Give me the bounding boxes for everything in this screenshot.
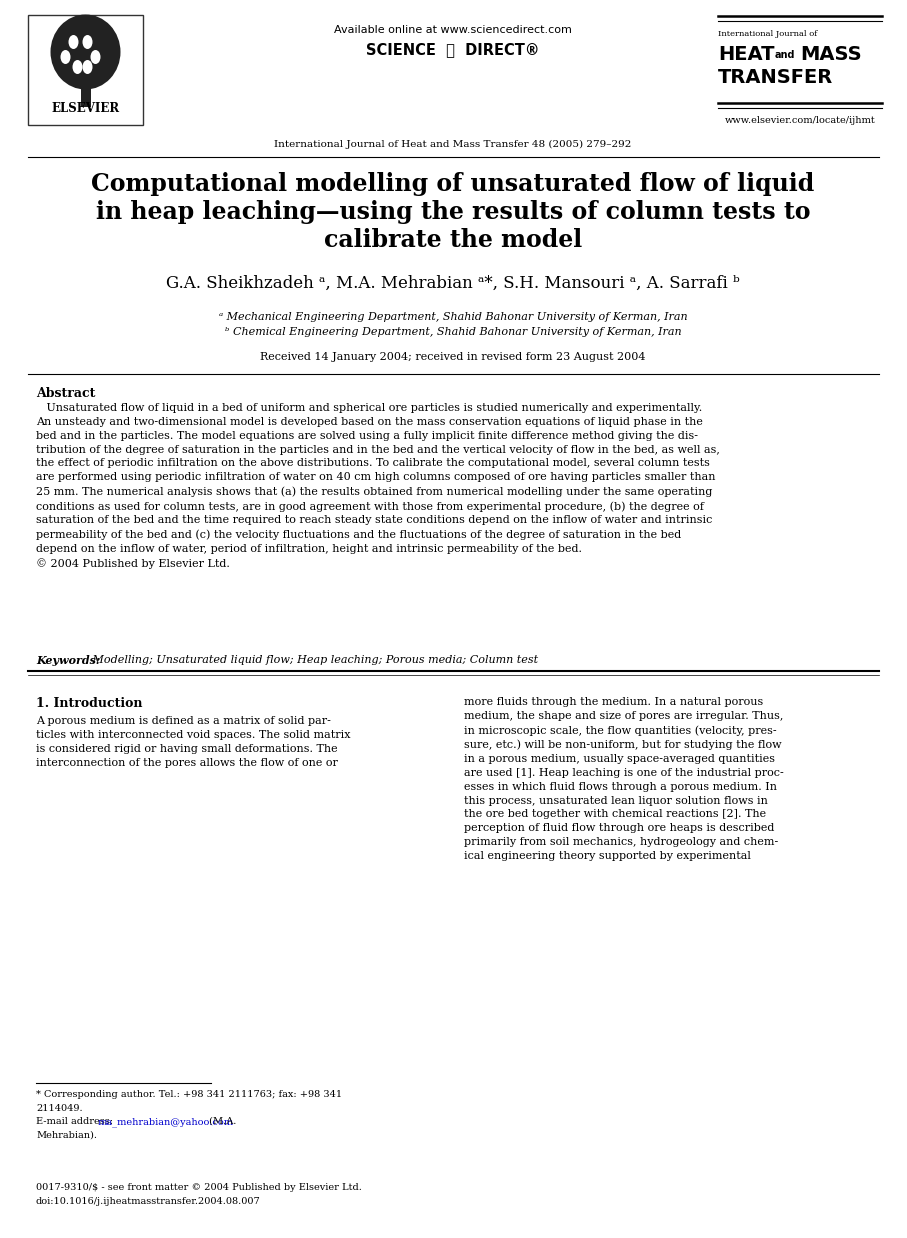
Text: Mehrabian).: Mehrabian). xyxy=(36,1132,97,1140)
Text: Modelling; Unsaturated liquid flow; Heap leaching; Porous media; Column test: Modelling; Unsaturated liquid flow; Heap… xyxy=(89,655,538,665)
Ellipse shape xyxy=(51,15,121,89)
Text: ᵃ Mechanical Engineering Department, Shahid Bahonar University of Kerman, Iran: ᵃ Mechanical Engineering Department, Sha… xyxy=(219,312,688,322)
Ellipse shape xyxy=(91,50,101,64)
Text: Abstract: Abstract xyxy=(36,387,95,400)
Text: and: and xyxy=(775,50,795,59)
Text: more fluids through the medium. In a natural porous
medium, the shape and size o: more fluids through the medium. In a nat… xyxy=(464,697,784,860)
Bar xyxy=(81,82,91,106)
Text: A porous medium is defined as a matrix of solid par-
ticles with interconnected : A porous medium is defined as a matrix o… xyxy=(36,716,350,768)
Text: doi:10.1016/j.ijheatmasstransfer.2004.08.007: doi:10.1016/j.ijheatmasstransfer.2004.08… xyxy=(36,1197,260,1206)
Text: MASS: MASS xyxy=(800,45,862,64)
Text: calibrate the model: calibrate the model xyxy=(324,228,582,253)
Text: ᵇ Chemical Engineering Department, Shahid Bahonar University of Kerman, Iran: ᵇ Chemical Engineering Department, Shahi… xyxy=(225,327,681,337)
Text: International Journal of: International Journal of xyxy=(718,30,817,38)
Text: E-mail address:: E-mail address: xyxy=(36,1117,116,1127)
Text: 1. Introduction: 1. Introduction xyxy=(36,697,142,711)
Ellipse shape xyxy=(83,59,93,74)
Text: (M.A.: (M.A. xyxy=(206,1117,237,1127)
Text: ELSEVIER: ELSEVIER xyxy=(52,102,120,115)
Text: Computational modelling of unsaturated flow of liquid: Computational modelling of unsaturated f… xyxy=(92,172,814,196)
Ellipse shape xyxy=(69,35,79,50)
Bar xyxy=(28,15,143,125)
Text: International Journal of Heat and Mass Transfer 48 (2005) 279–292: International Journal of Heat and Mass T… xyxy=(274,140,631,149)
Ellipse shape xyxy=(83,35,93,50)
Text: Keywords:: Keywords: xyxy=(36,655,100,666)
Text: www.elsevier.com/locate/ijhmt: www.elsevier.com/locate/ijhmt xyxy=(725,116,875,125)
Text: TRANSFER: TRANSFER xyxy=(718,68,834,87)
Text: * Corresponding author. Tel.: +98 341 2111763; fax: +98 341: * Corresponding author. Tel.: +98 341 21… xyxy=(36,1089,342,1099)
Text: 2114049.: 2114049. xyxy=(36,1104,83,1113)
Ellipse shape xyxy=(61,50,71,64)
Text: Unsaturated flow of liquid in a bed of uniform and spherical ore particles is st: Unsaturated flow of liquid in a bed of u… xyxy=(36,404,720,569)
Text: HEAT: HEAT xyxy=(718,45,775,64)
Text: in heap leaching—using the results of column tests to: in heap leaching—using the results of co… xyxy=(96,201,810,224)
Text: G.A. Sheikhzadeh ᵃ, M.A. Mehrabian ᵃ*, S.H. Mansouri ᵃ, A. Sarrafi ᵇ: G.A. Sheikhzadeh ᵃ, M.A. Mehrabian ᵃ*, S… xyxy=(166,275,740,292)
Text: Available online at www.sciencedirect.com: Available online at www.sciencedirect.co… xyxy=(334,25,572,35)
Text: Received 14 January 2004; received in revised form 23 August 2004: Received 14 January 2004; received in re… xyxy=(260,352,646,361)
Text: ma_mehrabian@yahoo.com: ma_mehrabian@yahoo.com xyxy=(98,1117,234,1127)
Text: 0017-9310/$ - see front matter © 2004 Published by Elsevier Ltd.: 0017-9310/$ - see front matter © 2004 Pu… xyxy=(36,1184,362,1192)
Ellipse shape xyxy=(73,59,83,74)
Text: SCIENCE  ⓓ  DIRECT®: SCIENCE ⓓ DIRECT® xyxy=(366,42,540,57)
